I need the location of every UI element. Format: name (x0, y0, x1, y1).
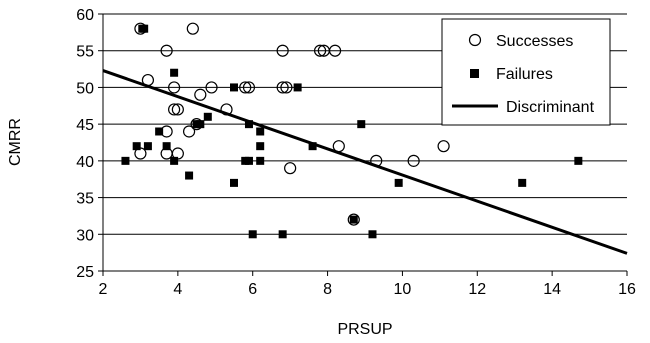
failure-point (155, 127, 164, 136)
failure-point (248, 230, 257, 239)
success-point (168, 103, 181, 116)
failure-point (357, 120, 366, 129)
success-point (280, 81, 293, 94)
failure-point (278, 230, 287, 239)
failure-point (185, 171, 194, 180)
y-tick-label: 60 (76, 7, 94, 24)
failure-point (368, 230, 377, 239)
legend-failures-marker (470, 69, 479, 78)
x-tick-label: 12 (468, 281, 486, 298)
success-point (160, 125, 173, 138)
success-point (313, 44, 327, 57)
success-point (370, 154, 383, 167)
success-point (407, 154, 420, 167)
failure-point (244, 156, 253, 165)
success-point (205, 81, 218, 94)
success-point (242, 81, 256, 94)
success-point (186, 22, 199, 35)
success-point (190, 118, 203, 131)
failure-point (574, 156, 583, 165)
success-point (437, 140, 450, 153)
success-point (160, 44, 173, 57)
axes (98, 13, 628, 276)
x-tick-label: 14 (543, 281, 561, 298)
legend: Successes Failures Discriminant (441, 18, 611, 126)
success-point (276, 44, 289, 57)
failure-point (349, 215, 358, 224)
failure-point (256, 156, 265, 165)
y-tick-label: 30 (76, 227, 94, 244)
success-point (141, 73, 155, 87)
x-tick-label: 4 (173, 281, 182, 298)
x-tick-label: 2 (99, 281, 108, 298)
success-point (347, 213, 360, 226)
legend-successes-label: Successes (496, 33, 573, 50)
x-tick-label: 10 (394, 281, 412, 298)
failure-point (230, 178, 238, 187)
x-tick-label: 16 (618, 281, 636, 298)
success-point (171, 103, 184, 116)
success-point (284, 162, 297, 175)
failure-point (170, 68, 179, 77)
y-tick-label: 45 (76, 117, 94, 134)
failure-point (162, 142, 171, 151)
success-point (134, 22, 147, 35)
discriminant-line (102, 69, 628, 255)
failure-point (132, 142, 141, 151)
y-tick-label: 25 (76, 264, 94, 281)
y-axis-title: CMRR (7, 118, 24, 166)
failure-point (256, 127, 265, 136)
failure-point (230, 83, 238, 92)
success-point (194, 88, 207, 101)
failure-point (143, 142, 152, 151)
x-tick-label: 8 (323, 281, 332, 298)
success-point (168, 81, 181, 94)
success-point (239, 81, 252, 94)
legend-failures-label: Failures (496, 66, 553, 83)
y-tick-label: 40 (76, 154, 94, 171)
failure-point (196, 120, 205, 129)
success-point (134, 147, 147, 160)
legend-discriminant-label: Discriminant (506, 99, 595, 116)
failure-point (293, 83, 302, 92)
tick-labels: 25 30 35 40 45 50 55 60 2 4 6 8 10 12 14 16 (76, 7, 636, 298)
failure-point (244, 120, 253, 129)
failure-point (140, 24, 149, 33)
legend-successes-marker (468, 33, 482, 47)
y-tick-label: 50 (76, 80, 94, 97)
data-marks (102, 22, 628, 255)
failure-point (256, 142, 265, 151)
success-point (328, 44, 342, 57)
failure-point (203, 112, 212, 121)
failure-point (170, 156, 179, 165)
x-axis-title: PRSUP (337, 321, 392, 338)
y-tick-label: 35 (76, 191, 94, 208)
failure-point (518, 178, 527, 187)
success-point (276, 81, 289, 94)
success-point (332, 140, 345, 153)
success-point (220, 103, 233, 116)
success-point (171, 147, 184, 160)
success-point (182, 125, 196, 138)
failure-point (394, 178, 403, 187)
failure-point (121, 156, 130, 165)
failure-point (308, 142, 317, 151)
x-tick-label: 6 (248, 281, 257, 298)
y-tick-label: 55 (76, 44, 94, 61)
